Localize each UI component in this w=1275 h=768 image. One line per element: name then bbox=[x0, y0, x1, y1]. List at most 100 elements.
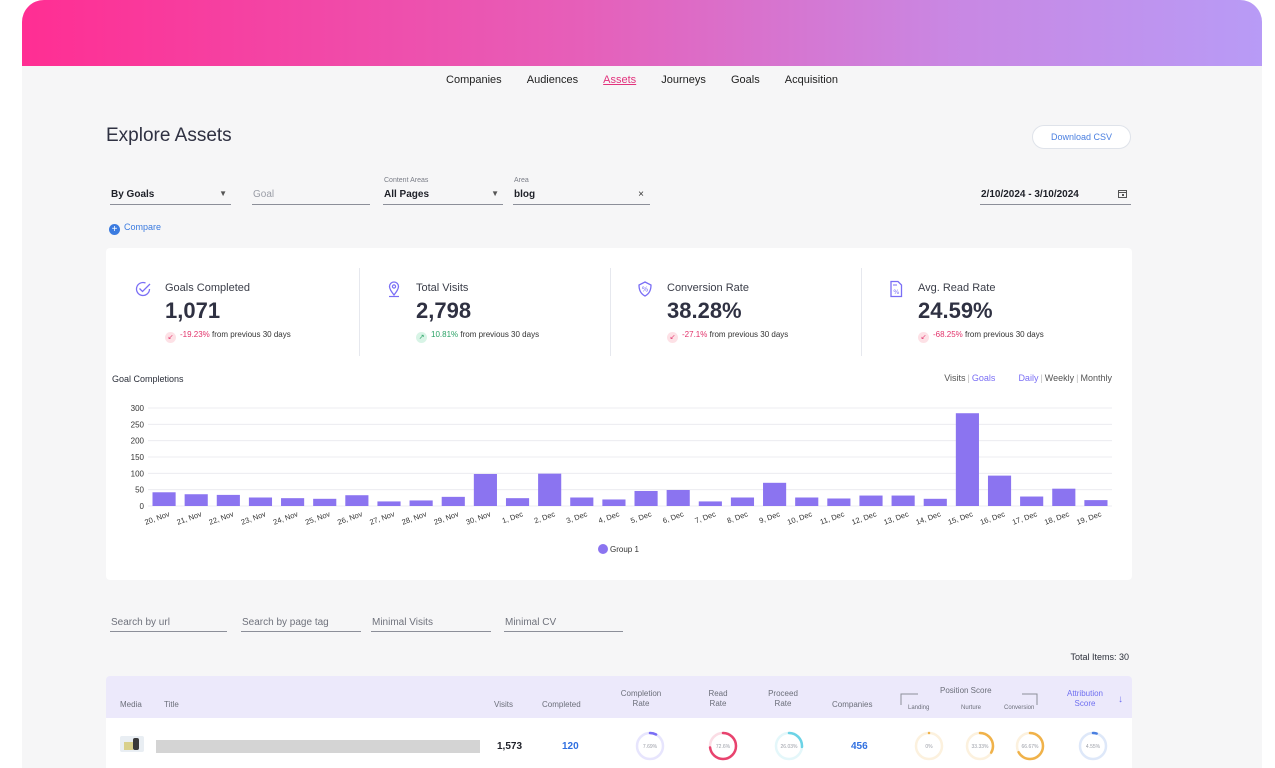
th-proceed-rate-line1: Proceed bbox=[768, 689, 798, 698]
compare-button[interactable]: + Compare bbox=[109, 222, 161, 235]
chart-bar[interactable] bbox=[666, 489, 690, 506]
media-thumbnail[interactable] bbox=[120, 736, 144, 752]
ring-progress bbox=[708, 731, 738, 761]
th-media[interactable]: Media bbox=[120, 700, 142, 709]
chart-bar[interactable] bbox=[859, 495, 883, 506]
title-redacted[interactable] bbox=[156, 740, 480, 753]
th-proceed-rate[interactable]: Proceed Rate bbox=[761, 689, 805, 709]
area-value: blog bbox=[514, 189, 536, 200]
chart-bar[interactable] bbox=[1084, 500, 1108, 506]
stats-card: Goals Completed 1,071 ↙ -19.23% from prev… bbox=[106, 248, 1132, 580]
kpi-value: 38.28% bbox=[667, 298, 742, 323]
nav-audiences[interactable]: Audiences bbox=[526, 74, 579, 86]
chart-bar[interactable] bbox=[473, 473, 497, 506]
kpi-delta: ↙ -68.25% from previous 30 days bbox=[918, 330, 1044, 343]
chart-bar[interactable] bbox=[184, 494, 208, 506]
kpi-total-visits: Total Visits 2,798 ↗ 10.81% from previous… bbox=[357, 266, 607, 356]
nav-companies[interactable]: Companies bbox=[446, 74, 502, 86]
th-completion-rate[interactable]: Completion Rate bbox=[616, 689, 666, 709]
clear-icon[interactable]: × bbox=[638, 189, 644, 200]
chart-bar[interactable] bbox=[152, 492, 176, 506]
download-csv-button[interactable]: Download CSV bbox=[1032, 125, 1131, 149]
cell-companies[interactable]: 456 bbox=[851, 741, 868, 752]
th-conversion[interactable]: Conversion bbox=[1004, 705, 1035, 711]
th-attribution-score[interactable]: Attribution Score bbox=[1060, 689, 1110, 709]
chart-bar[interactable] bbox=[827, 498, 851, 506]
toggle-daily[interactable]: Daily bbox=[1018, 373, 1039, 383]
search-page-tag-field[interactable]: Search by page tag bbox=[241, 612, 361, 632]
chart-bar[interactable] bbox=[505, 498, 530, 506]
toggle-weekly[interactable]: Weekly bbox=[1044, 373, 1075, 383]
document-percent-icon: % bbox=[890, 280, 903, 298]
th-visits[interactable]: Visits bbox=[494, 700, 513, 709]
chart-bar[interactable] bbox=[1020, 496, 1044, 506]
ring-progress bbox=[1078, 731, 1108, 761]
chart-bar[interactable] bbox=[763, 482, 787, 506]
toggle-visits[interactable]: Visits bbox=[944, 373, 966, 383]
chart-bar[interactable] bbox=[377, 501, 401, 506]
x-tick-label: 15, Dec bbox=[947, 509, 975, 526]
nav-assets[interactable]: Assets bbox=[603, 74, 637, 86]
x-tick-label: 19, Dec bbox=[1075, 509, 1103, 526]
top-navigation: Companies Audiences Assets Journeys Goal… bbox=[22, 74, 1262, 86]
ring-progress bbox=[1015, 731, 1045, 761]
chart-bar[interactable] bbox=[730, 497, 755, 506]
kpi-conversion-rate: % Conversion Rate 38.28% ↙ -27.1% from pr… bbox=[608, 266, 858, 356]
chart-bar[interactable] bbox=[698, 501, 722, 506]
ring-progress bbox=[635, 731, 665, 761]
kpi-label: Total Visits bbox=[416, 282, 469, 294]
chart-bar[interactable] bbox=[923, 498, 947, 506]
th-landing[interactable]: Landing bbox=[908, 705, 930, 711]
goal-field[interactable]: Goal bbox=[252, 177, 370, 205]
th-title[interactable]: Title bbox=[164, 700, 179, 709]
x-tick-label: 30, Nov bbox=[465, 509, 493, 526]
chart-bar[interactable] bbox=[313, 498, 337, 506]
minimal-visits-field[interactable]: Minimal Visits bbox=[371, 612, 491, 632]
table-row[interactable]: 1,573 120 456 7.69% 72.6% 26.03% 0% 33.3… bbox=[106, 718, 1132, 768]
toggle-monthly[interactable]: Monthly bbox=[1080, 373, 1112, 383]
x-tick-label: 4, Dec bbox=[597, 509, 621, 525]
th-companies[interactable]: Companies bbox=[832, 700, 873, 709]
date-range-picker[interactable]: 2/10/2024 - 3/10/2024 bbox=[980, 177, 1131, 205]
nav-acquisition[interactable]: Acquisition bbox=[784, 74, 838, 86]
chart-bar[interactable] bbox=[345, 495, 369, 506]
minimal-cv-field[interactable]: Minimal CV bbox=[504, 612, 623, 632]
th-read-rate[interactable]: Read Rate bbox=[698, 689, 738, 709]
y-tick-label: 300 bbox=[131, 404, 145, 413]
cell-visits: 1,573 bbox=[497, 741, 523, 752]
by-goals-select[interactable]: By Goals ▼ bbox=[110, 177, 231, 205]
nav-goals[interactable]: Goals bbox=[730, 74, 760, 86]
chart-bar[interactable] bbox=[955, 413, 979, 506]
kpi-delta: ↙ -27.1% from previous 30 days bbox=[667, 330, 788, 343]
chart-bar[interactable] bbox=[248, 497, 273, 506]
toggle-goals[interactable]: Goals bbox=[971, 373, 996, 383]
content-areas-select[interactable]: Content Areas All Pages ▼ bbox=[383, 177, 503, 205]
chart-bar[interactable] bbox=[409, 500, 433, 506]
chart-bar[interactable] bbox=[987, 475, 1012, 506]
cell-completed[interactable]: 120 bbox=[562, 741, 579, 752]
chart-bar[interactable] bbox=[795, 497, 819, 506]
chart-bar[interactable] bbox=[538, 473, 562, 506]
chart-bar[interactable] bbox=[281, 498, 305, 506]
chart-bar[interactable] bbox=[441, 496, 465, 506]
search-url-field[interactable]: Search by url bbox=[110, 612, 227, 632]
chart-bar[interactable] bbox=[570, 497, 594, 506]
chart-bar[interactable] bbox=[1052, 488, 1076, 506]
kpi-delta-percent: -68.25% bbox=[933, 330, 963, 339]
area-field[interactable]: Area blog × bbox=[513, 177, 650, 205]
th-completed[interactable]: Completed bbox=[542, 700, 581, 709]
chart-bar[interactable] bbox=[891, 495, 915, 506]
nurture-score-ring: 33.33% bbox=[965, 731, 995, 761]
location-pin-icon bbox=[388, 281, 400, 298]
x-tick-label: 5, Dec bbox=[629, 509, 653, 525]
content-areas-value: All Pages bbox=[384, 189, 430, 200]
chart-bar[interactable] bbox=[602, 499, 626, 506]
chart-bar[interactable] bbox=[216, 494, 240, 506]
th-nurture[interactable]: Nurture bbox=[961, 705, 982, 711]
kpi-goals-completed: Goals Completed 1,071 ↙ -19.23% from prev… bbox=[106, 266, 356, 356]
kpi-label: Avg. Read Rate bbox=[918, 282, 996, 294]
chart-bar[interactable] bbox=[634, 490, 658, 506]
sort-desc-icon[interactable]: ↓ bbox=[1118, 694, 1123, 705]
legend-label[interactable]: Group 1 bbox=[610, 545, 639, 554]
nav-journeys[interactable]: Journeys bbox=[661, 74, 706, 86]
